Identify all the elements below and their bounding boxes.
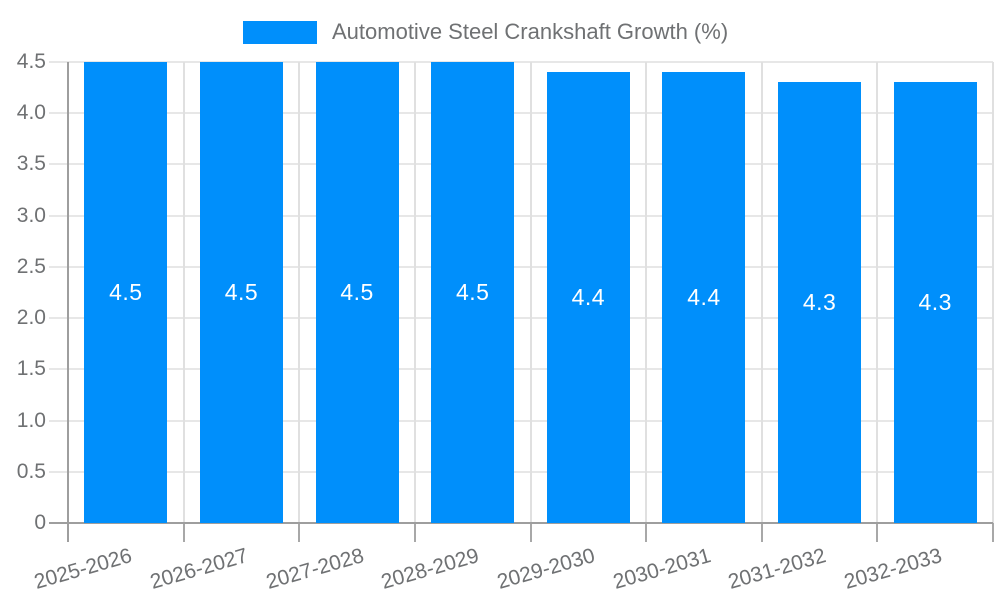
bar[interactable]: 4.3 bbox=[893, 82, 977, 523]
x-axis-tick bbox=[182, 523, 185, 542]
x-axis-tick bbox=[529, 523, 532, 542]
y-tick-label: 2.5 bbox=[16, 254, 46, 278]
bar[interactable]: 4.4 bbox=[546, 72, 630, 523]
y-tick-label: 4.0 bbox=[16, 101, 46, 125]
y-gridline bbox=[49, 317, 993, 320]
x-gridline bbox=[876, 62, 879, 523]
x-tick-label: 2032-2033 bbox=[841, 544, 945, 594]
bar[interactable]: 4.5 bbox=[199, 62, 283, 523]
bar-value-label: 4.5 bbox=[340, 279, 374, 305]
y-gridline bbox=[49, 61, 993, 63]
bar-value-label: 4.4 bbox=[687, 284, 721, 311]
legend-label: Automotive Steel Crankshaft Growth (%) bbox=[332, 19, 729, 44]
y-tick-label: 0.5 bbox=[16, 459, 46, 483]
x-axis-tick bbox=[298, 523, 301, 542]
legend[interactable]: Automotive Steel Crankshaft Growth (%) bbox=[243, 18, 728, 46]
bar-value-label: 4.3 bbox=[918, 289, 952, 316]
y-gridline bbox=[49, 214, 993, 217]
y-tick-label: 1.5 bbox=[16, 357, 46, 381]
bar[interactable]: 4.4 bbox=[662, 72, 746, 523]
y-gridline bbox=[49, 265, 993, 268]
x-gridline bbox=[645, 62, 648, 523]
x-tick-label: 2031-2032 bbox=[725, 544, 829, 594]
x-tick-label: 2025-2026 bbox=[31, 544, 135, 594]
y-tick-label: 0 bbox=[34, 511, 46, 534]
x-tick-label: 2027-2028 bbox=[263, 544, 367, 594]
x-axis-tick bbox=[876, 523, 879, 542]
y-gridline bbox=[49, 163, 993, 166]
x-gridline bbox=[529, 62, 532, 523]
y-tick-label: 2.0 bbox=[16, 306, 46, 330]
x-tick-label: 2026-2027 bbox=[147, 544, 251, 594]
bar[interactable]: 4.5 bbox=[431, 62, 515, 523]
y-gridline bbox=[49, 419, 993, 422]
x-gridline bbox=[298, 62, 301, 523]
y-tick-label: 3.5 bbox=[16, 152, 46, 176]
bar-value-label: 4.5 bbox=[455, 279, 490, 305]
x-axis-tick bbox=[760, 523, 763, 542]
x-tick-label: 2029-2030 bbox=[494, 544, 598, 594]
x-gridline bbox=[760, 62, 763, 523]
x-axis-tick bbox=[413, 523, 416, 542]
y-gridline bbox=[49, 470, 993, 473]
x-axis-tick bbox=[645, 523, 648, 542]
y-tick-label: 3.0 bbox=[16, 203, 46, 227]
y-tick-label: 1.0 bbox=[16, 408, 46, 432]
bar[interactable]: 4.5 bbox=[84, 62, 168, 523]
x-axis-line bbox=[49, 522, 993, 524]
x-axis-tick bbox=[992, 523, 994, 542]
y-tick-label: 4.5 bbox=[16, 50, 46, 73]
y-gridline bbox=[49, 368, 993, 371]
x-gridline bbox=[413, 62, 416, 523]
y-gridline bbox=[49, 112, 993, 115]
bar-value-label: 4.3 bbox=[802, 289, 837, 316]
legend-swatch bbox=[243, 20, 317, 44]
x-tick-label: 2028-2029 bbox=[378, 544, 482, 594]
bar[interactable]: 4.5 bbox=[315, 62, 399, 523]
x-gridline bbox=[992, 62, 994, 523]
bar-value-label: 4.5 bbox=[109, 279, 143, 305]
y-axis-line bbox=[67, 62, 69, 542]
bar[interactable]: 4.3 bbox=[778, 82, 862, 523]
bar-value-label: 4.4 bbox=[571, 284, 606, 311]
bar-value-label: 4.5 bbox=[224, 279, 259, 305]
x-tick-label: 2030-2031 bbox=[610, 544, 714, 594]
x-gridline bbox=[182, 62, 185, 523]
